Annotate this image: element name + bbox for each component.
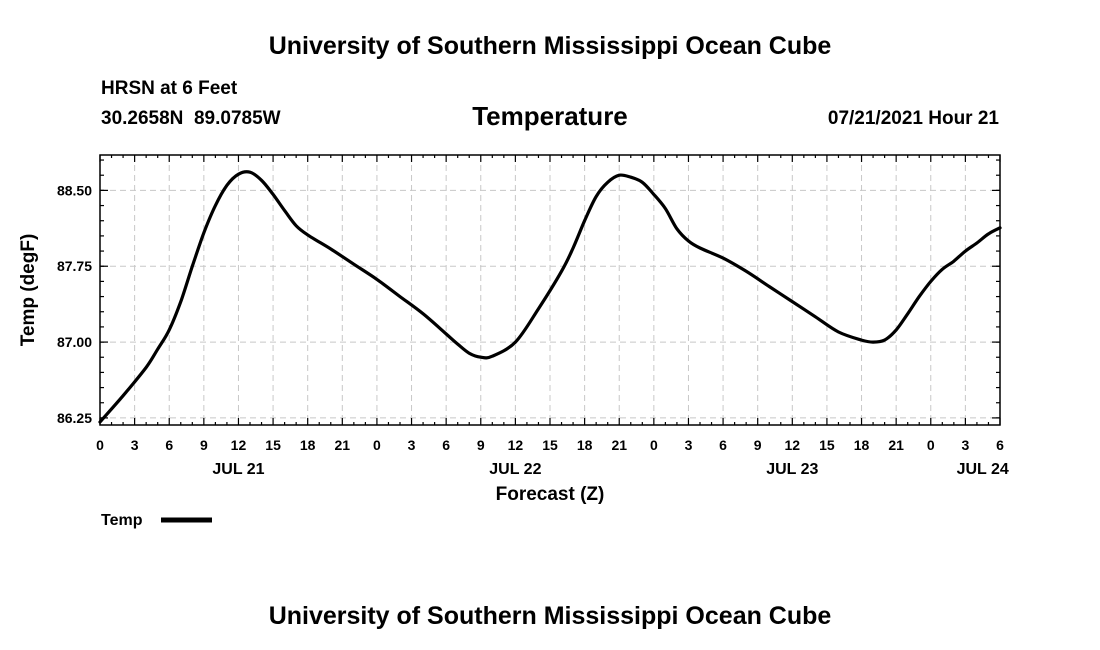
plot-frame [99,154,1001,426]
x-tick-label: 12 [785,437,801,453]
x-tick-label: 15 [819,437,835,453]
y-tick-labels: 86.25 87.00 87.75 88.50 [57,182,92,426]
x-tick-label: 6 [442,437,450,453]
date-label: JUL 24 [957,461,1009,478]
date-label: JUL 21 [212,461,264,478]
x-tick-label: 18 [300,437,316,453]
y-tick-label: 86.25 [57,410,92,426]
x-tick-label: 3 [131,437,139,453]
x-tick-label: 12 [508,437,524,453]
x-tick-label: 3 [961,437,969,453]
x-tick-label: 12 [231,437,247,453]
x-tick-label: 18 [854,437,870,453]
top-title: University of Southern Mississippi Ocean… [269,32,832,60]
bottom-title: University of Southern Mississippi Ocean… [269,602,832,630]
coordinates-label: 30.2658N 89.0785W [101,108,281,129]
x-tick-label: 3 [408,437,416,453]
legend: Temp [101,512,212,529]
y-tick-label: 87.00 [57,334,92,350]
temp-series-line [98,170,1002,424]
x-tick-label: 0 [373,437,381,453]
datetime-label: 07/21/2021 Hour 21 [828,108,1000,129]
x-tick-label: 0 [96,437,104,453]
x-tick-label: 9 [200,437,208,453]
x-tick-label: 0 [927,437,935,453]
y-axis-label: Temp (degF) [18,234,39,347]
x-tick-label: 15 [265,437,281,453]
y-tick-label: 87.75 [57,258,92,274]
x-tick-label: 9 [754,437,762,453]
x-tick-label: 6 [996,437,1004,453]
legend-label: Temp [101,512,143,529]
date-labels: JUL 21 JUL 22 JUL 23 JUL 24 [212,461,1009,478]
x-tick-label: 15 [542,437,558,453]
x-tick-labels: 0 3 6 9 12 15 18 21 0 3 6 9 12 15 18 21 0 3 6 9 12 15 18 21 0 3 6 [96,437,1004,453]
x-tick-label: 21 [888,437,904,453]
date-label: JUL 22 [489,461,541,478]
x-tick-label: 9 [477,437,485,453]
station-label: HRSN at 6 Feet [101,78,238,99]
x-tick-label: 18 [577,437,593,453]
x-tick-label: 6 [719,437,727,453]
y-tick-label: 88.50 [57,182,92,198]
x-tick-label: 0 [650,437,658,453]
x-tick-label: 3 [685,437,693,453]
x-tick-label: 6 [165,437,173,453]
date-label: JUL 23 [766,461,818,478]
x-axis-label: Forecast (Z) [496,484,605,505]
x-tick-label: 21 [611,437,627,453]
chart-title: Temperature [472,101,628,131]
x-tick-label: 21 [335,437,351,453]
